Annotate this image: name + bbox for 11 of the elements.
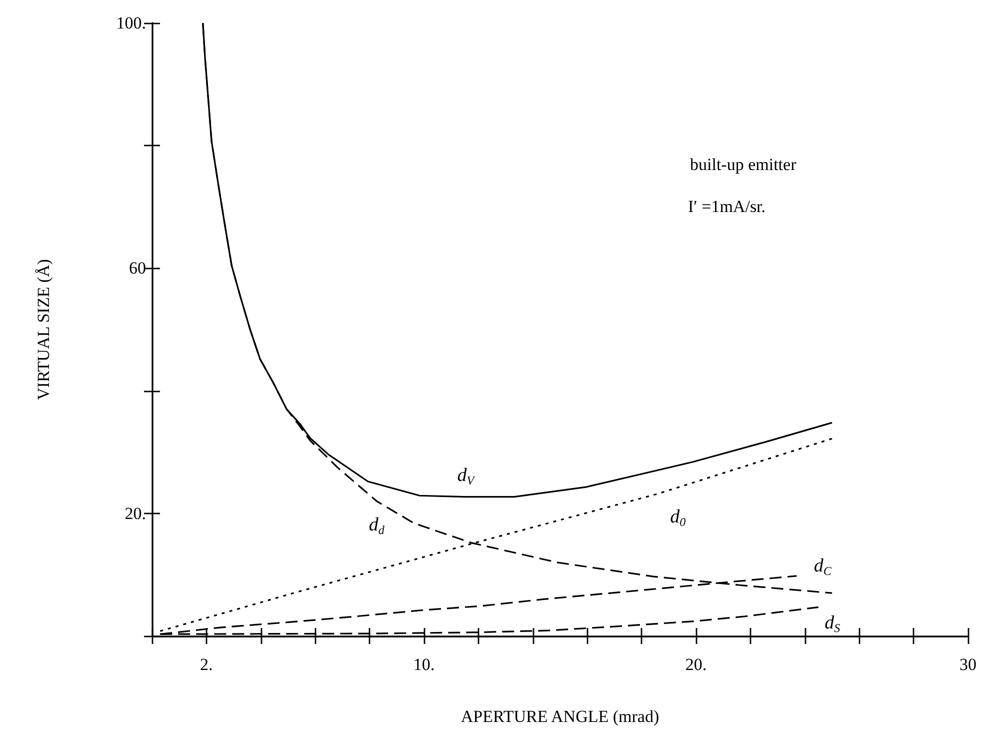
y-tick-label: 20. [124,504,146,523]
x-tick-label: 20. [685,655,707,674]
x-tick-label: 10. [413,655,435,674]
annotation: I′ =1mA/sr. [688,197,766,216]
y-tick-label: 60 [129,258,146,278]
x-tick-label: 2. [200,655,213,674]
y-axis-title: VIRTUAL SIZE (Å) [34,259,53,400]
x-axis-title: APERTURE ANGLE (mrad) [460,707,660,726]
x-tick-label: 30 [960,655,976,674]
annotation: built-up emitter [690,155,797,174]
y-tick-label: 100. [116,14,146,32]
